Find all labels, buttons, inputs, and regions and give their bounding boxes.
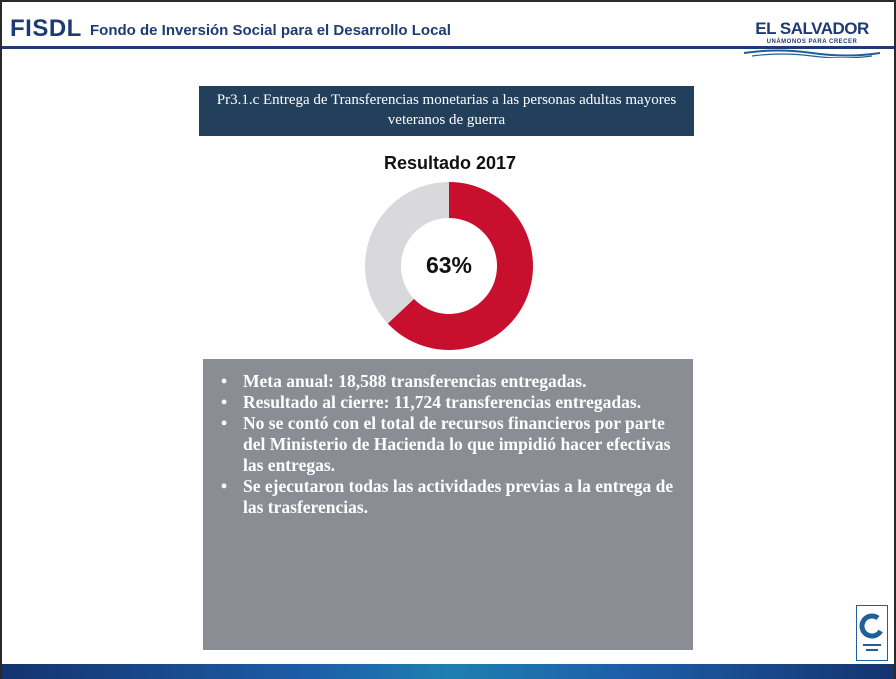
bullet-dot: • xyxy=(221,371,228,391)
notes-box: • Meta anual: 18,588 transferencias entr… xyxy=(203,359,693,650)
bullet-text: Resultado al cierre: 11,724 transferenci… xyxy=(243,392,642,412)
bullet-text: Meta anual: 18,588 transferencias entreg… xyxy=(243,371,587,391)
country-name: EL SALVADOR xyxy=(755,19,869,38)
bullet-text: No se contó con el total de recursos fin… xyxy=(243,413,671,475)
c-logo-icon xyxy=(859,613,885,651)
bullet-dot: • xyxy=(221,413,228,433)
bullet-text: Se ejecutaron todas las actividades prev… xyxy=(243,476,674,517)
el-salvador-logo: EL SALVADOR UNÁMONOS PARA CRECER xyxy=(738,20,886,58)
org-name: Fondo de Inversión Social para el Desarr… xyxy=(90,22,451,39)
donut-slice-result xyxy=(387,182,533,350)
fisdl-logo: FISDL xyxy=(10,15,82,42)
donut-center-label: 63% xyxy=(425,252,473,278)
slide-title-box: Pr3.1.c Entrega de Transferencias moneta… xyxy=(199,86,694,136)
bullet-item: • Meta anual: 18,588 transferencias entr… xyxy=(215,371,681,392)
country-tagline: UNÁMONOS PARA CRECER xyxy=(766,39,858,45)
bullet-dot: • xyxy=(221,476,228,496)
bullet-item: • Resultado al cierre: 11,724 transferen… xyxy=(215,392,681,413)
side-logo xyxy=(856,605,888,661)
donut-slice-remaining xyxy=(365,182,449,324)
bullet-dot: • xyxy=(221,392,228,412)
chart-title: Resultado 2017 xyxy=(383,153,517,173)
footer-bar xyxy=(2,664,894,679)
header-divider xyxy=(2,46,894,49)
donut-chart xyxy=(365,182,533,350)
slide-title: Pr3.1.c Entrega de Transferencias moneta… xyxy=(216,92,677,128)
bullet-item: • No se contó con el total de recursos f… xyxy=(215,413,681,476)
bullet-list: • Meta anual: 18,588 transferencias entr… xyxy=(215,371,681,518)
wave-icon xyxy=(743,49,881,58)
bullet-item: • Se ejecutaron todas las actividades pr… xyxy=(215,476,681,518)
